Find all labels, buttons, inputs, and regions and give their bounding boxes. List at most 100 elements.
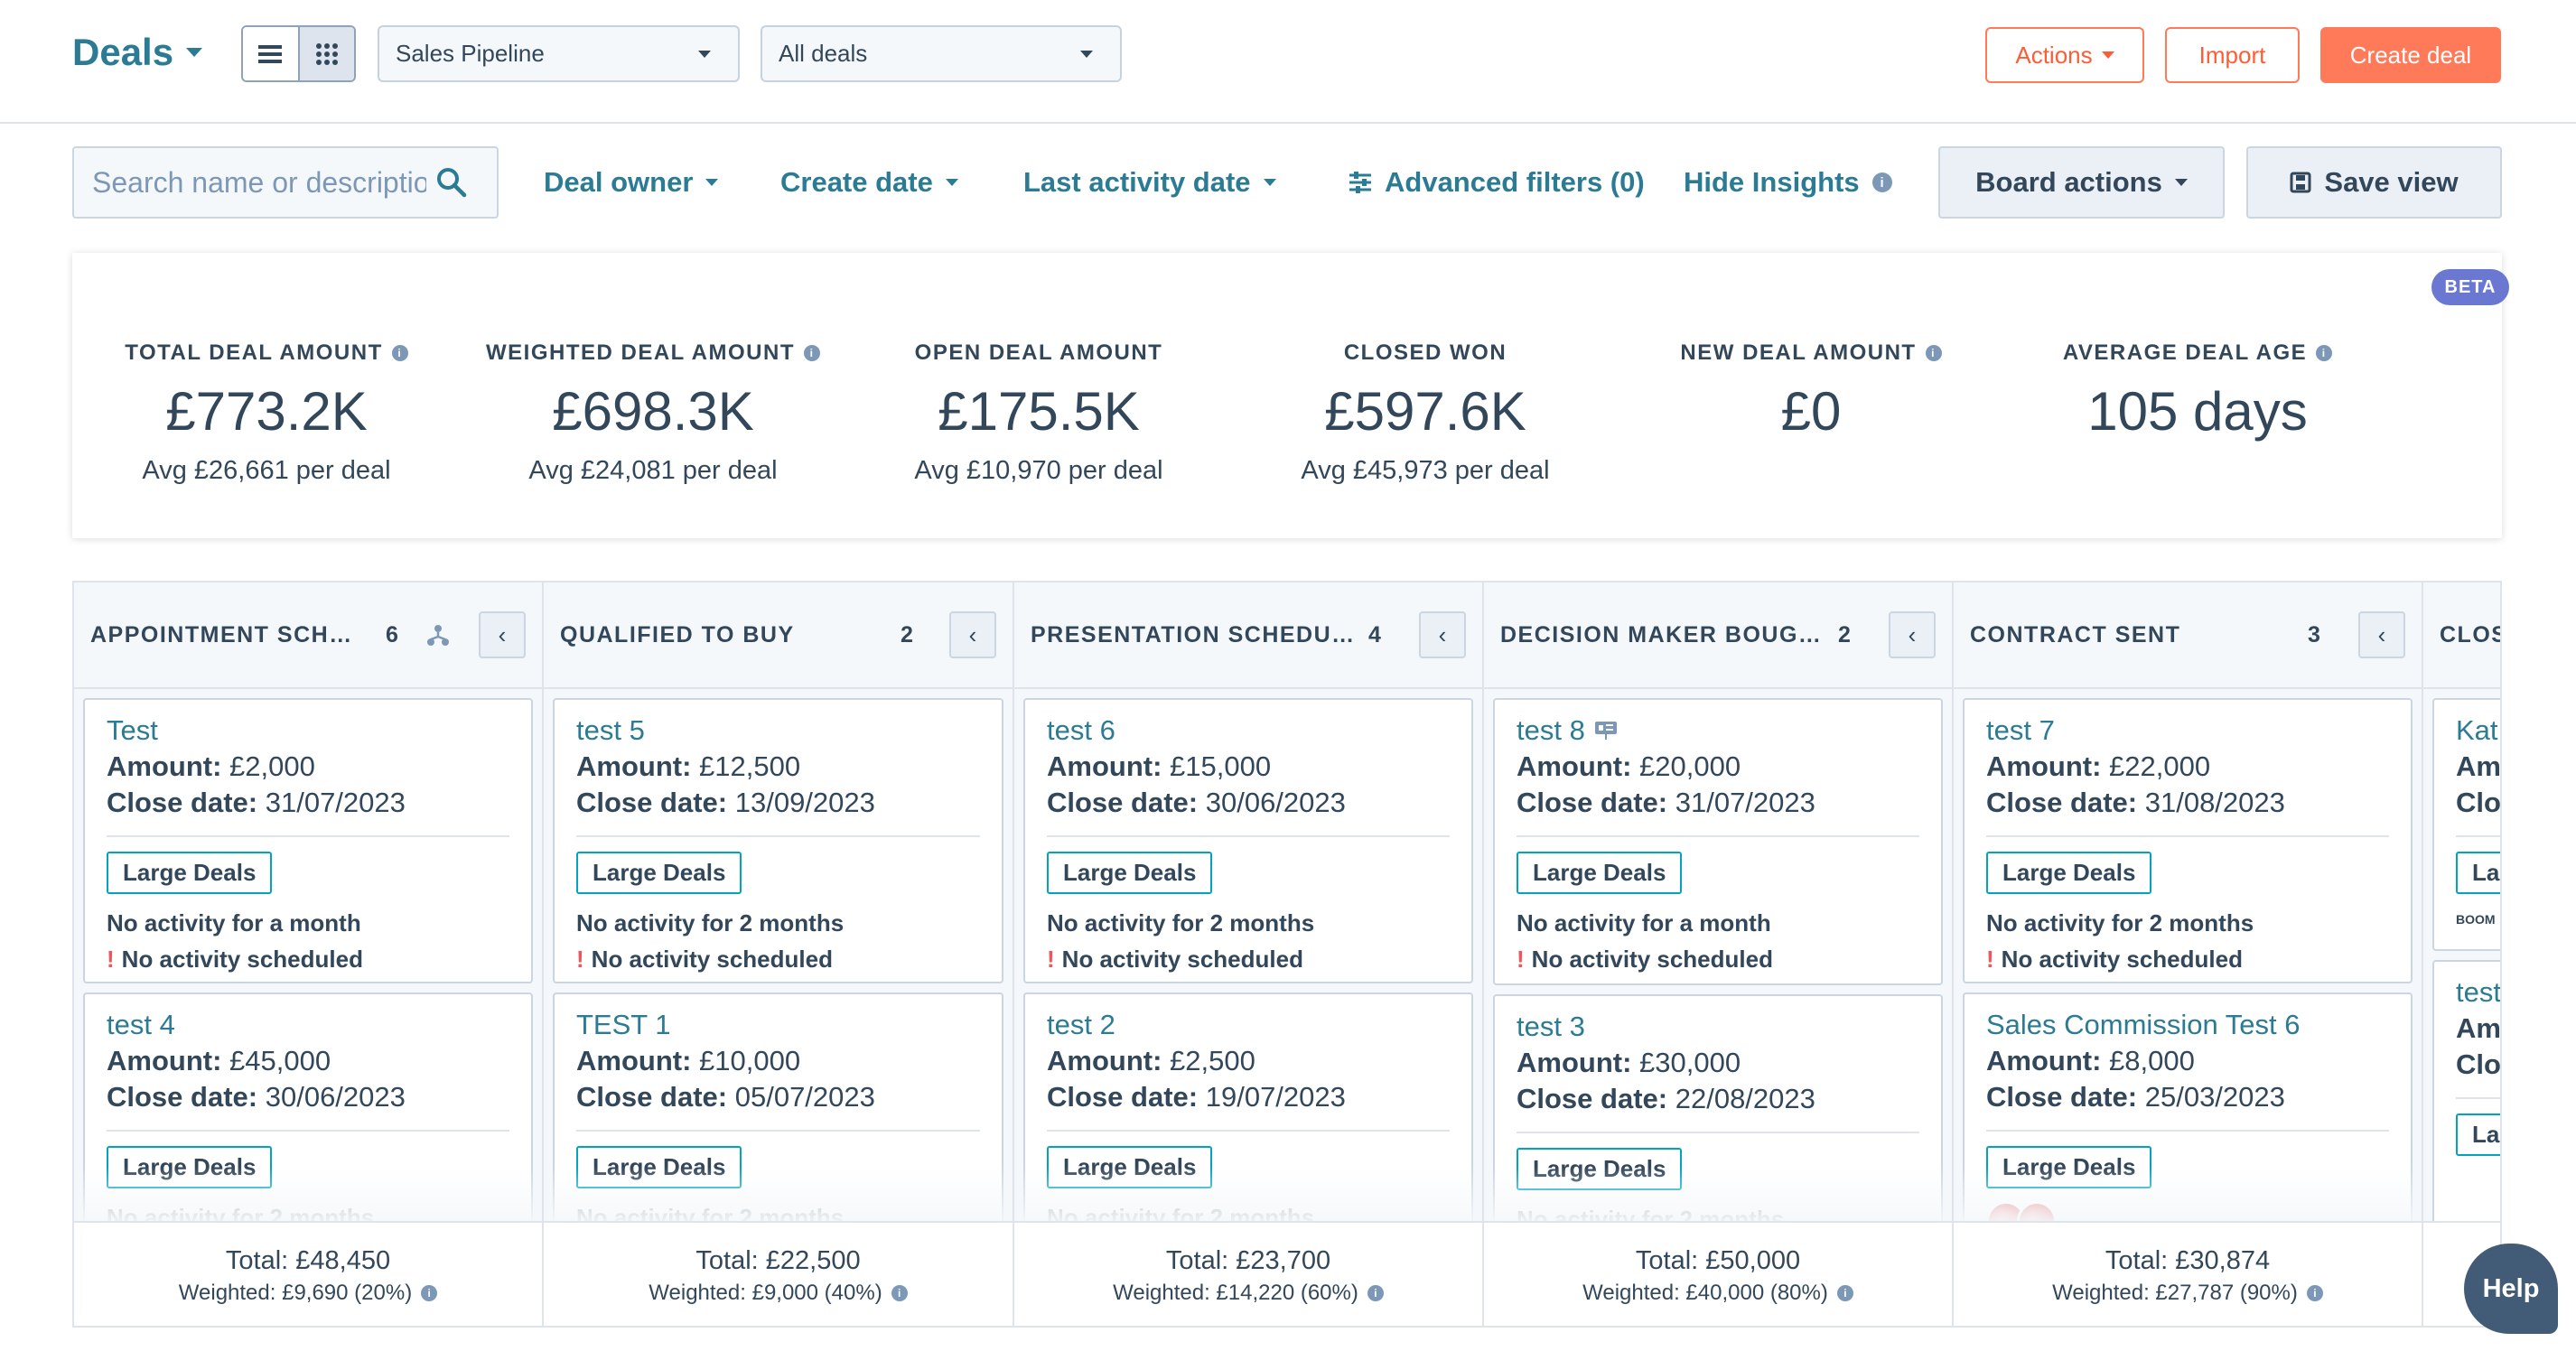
amount-label: Amount: [2456,1012,2501,1044]
import-button[interactable]: Import [2165,27,2300,83]
deal-card[interactable]: test 4 Amount: £45,000 Close date: 30/06… [83,992,533,1222]
close-date-label: Close date: [107,787,258,818]
create-date-filter[interactable]: Create date [780,163,958,202]
search-input[interactable] [92,165,426,200]
stat-average: Avg £26,661 per deal [142,456,391,485]
hide-insights-button[interactable]: Hide Insights i [1684,163,1892,202]
info-icon[interactable]: i [804,345,820,361]
deal-card[interactable]: Sales Commission Test 6 Amount: £8,000 C… [1963,992,2413,1222]
deal-card[interactable]: TEST 1 Amount: £10,000 Close date: 05/07… [553,992,1003,1222]
chevron-down-icon [945,179,958,186]
chevron-left-icon: ‹ [2377,620,2386,648]
deal-name-link[interactable]: test 3 [1517,1011,1585,1042]
close-date-label: Close date: [1986,787,2138,818]
collapse-column-button[interactable]: ‹ [949,611,996,658]
search-icon[interactable] [435,166,468,199]
info-icon[interactable]: i [421,1285,438,1301]
collapse-column-button[interactable]: ‹ [479,611,526,658]
board-actions-label: Board actions [1975,166,2162,198]
info-icon[interactable]: i [1925,345,1942,361]
deal-owner-filter[interactable]: Deal owner [544,163,719,202]
help-button[interactable]: Help [2464,1244,2558,1334]
automation-icon[interactable] [426,624,450,648]
deal-amount: £22,000 [2109,750,2211,782]
deal-amount: £30,000 [1639,1047,1741,1078]
info-icon[interactable]: i [2306,1285,2323,1301]
deal-name-link[interactable]: Sales Commission Test 6 [1986,1009,2301,1040]
grid-icon [315,42,338,65]
alert-icon: ! [576,946,584,973]
deal-card[interactable]: test 7 Amount: £22,000 Close date: 31/08… [1963,698,2413,983]
deals-title-menu[interactable]: Deals [72,31,203,74]
deal-name-link[interactable]: Test [107,714,158,746]
board-view-button[interactable] [297,27,354,80]
deal-close-date: 30/06/2023 [1205,787,1346,818]
chevron-down-icon [186,48,203,57]
divider [1047,835,1450,837]
column-total: Total: £22,500 [695,1246,861,1275]
amount-label: Amount: [1986,1045,2102,1076]
stat-average-deal-age: AVERAGE DEAL AGE i 105 days [2003,339,2392,445]
divider [1517,1132,1919,1133]
deal-name-link[interactable]: test 5 [576,714,645,746]
actions-button[interactable]: Actions [1985,27,2144,83]
chevron-down-icon [2174,179,2188,186]
board-actions-button[interactable]: Board actions [1938,146,2225,219]
deal-tag: La [2456,852,2500,894]
deal-name-link[interactable]: test [2456,976,2501,1008]
column-cards: test 5 Amount: £12,500 Close date: 13/09… [544,689,1013,1222]
deal-card[interactable]: test 6 Amount: £15,000 Close date: 30/06… [1023,698,1473,983]
deal-name-link[interactable]: test 4 [107,1009,175,1040]
stat-label: NEW DEAL AMOUNT [1680,340,1917,365]
stat-open-deal-amount: OPEN DEAL AMOUNT £175.5K Avg £10,970 per… [845,339,1233,486]
info-icon[interactable]: i [1871,172,1892,192]
collapse-column-button[interactable]: ‹ [1889,611,1936,658]
view-select[interactable]: All deals [761,25,1122,82]
info-icon[interactable]: i [891,1285,908,1301]
column-count: 4 [1368,621,1381,648]
advanced-filters-button[interactable]: Advanced filters (0) [1349,163,1645,202]
deal-card[interactable]: test 2 Amount: £2,500 Close date: 19/07/… [1023,992,1473,1222]
collapse-column-button[interactable]: ‹ [2358,611,2405,658]
deal-name-link[interactable]: Kat [2456,714,2498,746]
deal-name-link[interactable]: test 6 [1047,714,1115,746]
deal-name-link[interactable]: test 2 [1047,1009,1115,1040]
deal-amount: £10,000 [699,1045,801,1076]
avatar[interactable] [2017,1201,2057,1222]
deal-card[interactable]: Test Amount: £2,000 Close date: 31/07/20… [83,698,533,983]
save-view-button[interactable]: Save view [2246,146,2502,219]
info-icon[interactable]: i [2316,345,2333,361]
activity-scheduled-status: No activity scheduled [591,946,833,973]
activity-status: No activity for 2 months [1517,1206,1785,1222]
activity-status: No activity for a month [1517,909,1771,936]
deal-close-date: 05/07/2023 [734,1081,875,1113]
stat-value: £698.3K [552,381,754,442]
info-icon[interactable]: i [1836,1285,1853,1301]
deal-card[interactable]: test 5 Amount: £12,500 Close date: 13/09… [553,698,1003,983]
column-count: 2 [901,621,913,648]
last-activity-date-filter[interactable]: Last activity date [1023,163,1276,202]
pipeline-select[interactable]: Sales Pipeline [378,25,740,82]
close-date-label: Close date: [2456,1048,2501,1080]
list-view-button[interactable] [243,27,298,80]
info-icon[interactable]: i [1367,1285,1384,1301]
stat-label: TOTAL DEAL AMOUNT [125,340,383,365]
info-icon[interactable]: i [391,345,408,361]
create-deal-button[interactable]: Create deal [2320,27,2501,83]
activity-status: No activity for a month [107,909,361,936]
deal-name-link[interactable]: TEST 1 [576,1009,671,1040]
deal-card[interactable]: test 8 Amount: £20,000 Close date: 31/07… [1493,698,1943,985]
collapse-column-button[interactable]: ‹ [1419,611,1466,658]
activity-status: No activity for 2 months [107,1204,375,1222]
deal-name-link[interactable]: test 8 [1517,714,1585,746]
deal-name-link[interactable]: test 7 [1986,714,2055,746]
close-date-label: Close date: [1047,787,1199,818]
amount-label: Amount: [2456,750,2501,782]
deal-card[interactable]: test Amount: Close date: La [2432,960,2501,1222]
activity-status: No activity for 2 months [576,909,845,936]
deal-card[interactable]: test 3 Amount: £30,000 Close date: 22/08… [1493,994,1943,1222]
hide-insights-label: Hide Insights [1684,166,1860,198]
column-title: DECISION MAKER BOUGHT-... [1500,621,1825,648]
stat-weighted-deal-amount: WEIGHTED DEAL AMOUNT i £698.3K Avg £24,08… [459,339,847,486]
deal-card[interactable]: Kat Amount: Close date: La BOOM [2432,698,2501,951]
